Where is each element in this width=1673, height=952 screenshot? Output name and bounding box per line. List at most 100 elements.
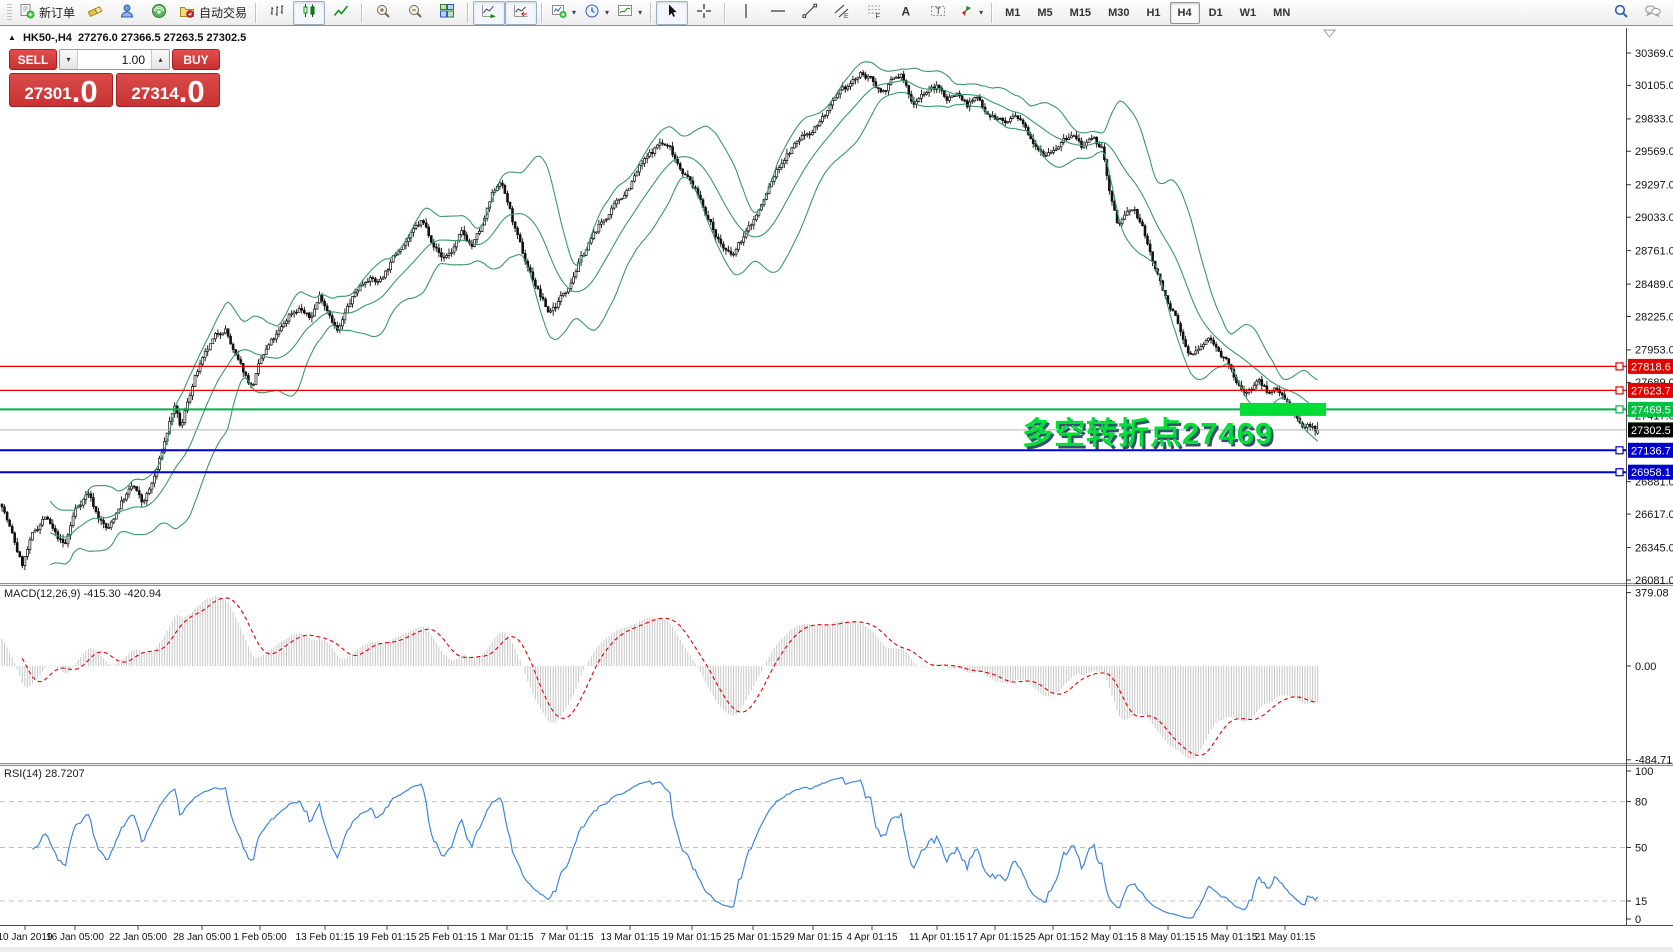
timeframe-button-h4[interactable]: H4 xyxy=(1169,1,1200,24)
toolbar-drag-handle[interactable] xyxy=(7,3,12,22)
zoom-in-button[interactable] xyxy=(367,1,399,25)
chevron-down-icon: ▾ xyxy=(979,8,984,17)
volume-input[interactable] xyxy=(78,50,151,69)
svg-text:28489.0: 28489.0 xyxy=(1635,279,1673,291)
chart-shift-marker[interactable] xyxy=(1322,29,1337,38)
timeframe-button-w1[interactable]: W1 xyxy=(1239,6,1257,19)
profile-button[interactable] xyxy=(111,1,143,25)
vertical-line-button[interactable] xyxy=(730,1,762,25)
date-tick-label: 1 Feb 05:00 xyxy=(233,932,287,943)
pane-separator[interactable] xyxy=(0,763,1673,766)
one-click-trading-panel: SELL ▾ ▴ BUY 27301.0 27314.0 xyxy=(9,49,220,107)
new-chart-icon xyxy=(551,3,567,22)
trendline-button[interactable] xyxy=(794,1,826,25)
bollinger-upper-band[interactable] xyxy=(49,61,1318,512)
macd-pane[interactable] xyxy=(1,596,1319,759)
timeframe-button-m15[interactable]: M15 xyxy=(1069,6,1092,19)
pivot-highlight-box[interactable] xyxy=(1240,402,1326,416)
sell-price-panel[interactable]: 27301.0 xyxy=(9,73,113,107)
arrows-button[interactable]: ▾ xyxy=(954,1,987,25)
volume-increase-button[interactable]: ▴ xyxy=(151,50,169,69)
chart-shift-button[interactable] xyxy=(505,0,538,25)
chart-annotation-shadow: 多空转折点27469 xyxy=(1025,419,1276,454)
timeframe-button-h1[interactable]: H1 xyxy=(1146,6,1161,19)
timeframe-button-d1[interactable]: D1 xyxy=(1208,6,1223,19)
rsi-pane[interactable] xyxy=(0,776,1626,919)
candlestick-chart-button[interactable] xyxy=(293,0,326,25)
text-label-button[interactable]: T xyxy=(922,1,954,25)
auto-scroll-button[interactable] xyxy=(473,0,506,25)
rsi-indicator-label: RSI(14) 28.7207 xyxy=(4,768,85,780)
zoom-in-icon xyxy=(375,3,391,22)
buy-price-pip: .0 xyxy=(178,73,205,109)
rsi-axis-label: 15 xyxy=(1635,896,1647,908)
buy-price-panel[interactable]: 27314.0 xyxy=(116,73,220,107)
timeframe-button-mn[interactable]: MN xyxy=(1273,6,1291,19)
zoom-out-icon xyxy=(407,3,423,22)
horizontal-line-button[interactable] xyxy=(762,1,794,25)
svg-text:29833.0: 29833.0 xyxy=(1635,114,1673,126)
toolbar-separator xyxy=(650,2,653,23)
date-tick-label: 4 Apr 01:15 xyxy=(846,932,898,943)
bar-chart-button[interactable] xyxy=(261,1,293,25)
sell-button[interactable]: SELL xyxy=(9,49,57,70)
symbol-ohlc-values: 27276.0 27366.5 27263.5 27302.5 xyxy=(78,32,247,44)
timeframe-button-m1[interactable]: M1 xyxy=(1005,6,1021,19)
date-tick-label: 29 Mar 01:15 xyxy=(784,932,843,943)
date-tick-label: 7 Mar 01:15 xyxy=(540,932,594,943)
profile-icon xyxy=(119,3,135,22)
signal-button[interactable] xyxy=(143,1,175,25)
collapse-panel-icon[interactable]: ▲ xyxy=(8,33,16,42)
level-line-handle[interactable] xyxy=(1615,386,1624,395)
channel-button[interactable]: E xyxy=(826,1,858,25)
bullish-candles xyxy=(23,72,1320,566)
level-line-handle[interactable] xyxy=(1615,405,1624,414)
date-tick-label: 22 Jan 05:00 xyxy=(109,932,167,943)
chart-annotation-text[interactable]: 多空转折点27469 xyxy=(1022,416,1273,451)
auto-trading-button[interactable]: 自动交易 xyxy=(175,1,251,25)
timeframe-button-m5[interactable]: M5 xyxy=(1037,6,1053,19)
cursor-button[interactable] xyxy=(656,0,689,25)
fibonacci-button[interactable]: F xyxy=(858,1,890,25)
bollinger-lower-band[interactable] xyxy=(50,91,1319,566)
line-chart-button[interactable] xyxy=(325,1,357,25)
search-button[interactable] xyxy=(1605,1,1637,25)
svg-text:26617.0: 26617.0 xyxy=(1635,509,1673,521)
periods-button[interactable]: ▾ xyxy=(580,1,613,25)
zoom-out-button[interactable] xyxy=(399,1,431,25)
volume-decrease-button[interactable]: ▾ xyxy=(60,50,78,69)
svg-text:27469.5: 27469.5 xyxy=(1631,404,1671,416)
date-tick-label: 11 Apr 01:15 xyxy=(909,932,965,943)
new-order-button[interactable]: 新订单 xyxy=(15,1,79,25)
eraser-button[interactable] xyxy=(79,1,111,25)
pane-separator[interactable] xyxy=(0,583,1673,586)
svg-text:27623.7: 27623.7 xyxy=(1631,385,1671,397)
date-tick-label: 1 Mar 01:15 xyxy=(480,932,534,943)
timeframe-button-m30[interactable]: M30 xyxy=(1108,6,1130,19)
chart-symbol-header[interactable]: ▲ HK50-,H4 27276.0 27366.5 27263.5 27302… xyxy=(8,32,246,44)
date-tick-label: 21 May 01:15 xyxy=(1255,932,1316,943)
crosshair-button[interactable] xyxy=(688,1,720,25)
tile-windows-button[interactable] xyxy=(431,1,463,25)
templates-button[interactable]: ▾ xyxy=(613,1,646,25)
price-axis[interactable]: 30369.0 30105.0 29833.0 29569.0 29297.0 29033… xyxy=(1626,48,1673,587)
text-button[interactable]: A xyxy=(890,1,922,25)
svg-text:28761.0: 28761.0 xyxy=(1635,245,1673,257)
buy-price-main: 27314 xyxy=(131,84,179,103)
line-chart-icon xyxy=(333,3,349,22)
buy-button[interactable]: BUY xyxy=(172,49,220,70)
chat-button[interactable] xyxy=(1637,1,1669,25)
level-line-handle[interactable] xyxy=(1615,446,1624,455)
chevron-down-icon: ▾ xyxy=(605,8,610,17)
text-label-icon: T xyxy=(930,3,946,22)
level-line-handle[interactable] xyxy=(1615,468,1624,477)
level-line-handle[interactable] xyxy=(1615,362,1624,371)
bollinger-middle-band[interactable] xyxy=(50,80,1319,538)
sell-price-pip: .0 xyxy=(71,73,98,109)
new-chart-button[interactable]: ▾ xyxy=(547,1,580,25)
signal-icon xyxy=(151,3,167,22)
